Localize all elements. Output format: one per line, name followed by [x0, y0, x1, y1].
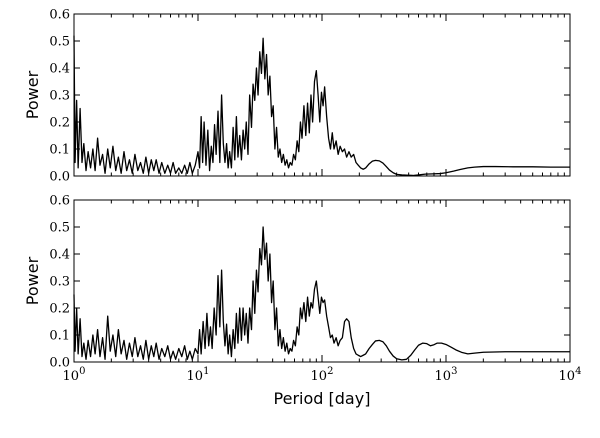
x-tick-label: 100	[63, 366, 86, 384]
x-tick-label: 101	[187, 366, 210, 384]
panel-1: 0.0 0.1 0.2 0.3 0.4 0.5 0.6 Power	[23, 8, 571, 185]
y-tick-label: 0.6	[49, 8, 70, 23]
y-tick-label: 0.2	[49, 302, 70, 317]
y-tick-label: 0.1	[49, 143, 70, 158]
y-tick-label: 0.2	[49, 116, 70, 131]
panel-1-series-line	[73, 35, 570, 177]
y-tick-label: 0.4	[49, 62, 70, 77]
panel-2-series-line	[73, 226, 570, 361]
y-tick-label: 0.5	[49, 35, 70, 50]
y-tick-label: 0.3	[49, 89, 70, 104]
y-tick-label: 0.3	[49, 275, 70, 290]
y-tick-label: 0.0	[49, 356, 70, 371]
y-tick-label: 0.6	[49, 194, 70, 209]
y-tick-label: 0.5	[49, 221, 70, 236]
panels-group: 0.00.10.20.30.40.50.6Power0.00.10.20.30.…	[23, 8, 581, 385]
x-tick-label: 104	[559, 366, 582, 384]
y-axis-title: Power	[23, 256, 42, 305]
x-axis-title: Period [day]	[274, 389, 371, 408]
panel-2-plot-frame	[73, 199, 571, 363]
y-axis-title: Power	[23, 70, 42, 119]
y-tick-label: 0.0	[49, 170, 70, 185]
panel-2: 0.0 0.1 0.2 0.3 0.4 0.5 0.6 100 101 102 103 104 Powe…	[23, 194, 581, 385]
x-tick-label: 103	[435, 366, 458, 384]
y-tick-label: 0.1	[49, 329, 70, 344]
x-tick-label: 102	[311, 366, 334, 384]
y-tick-label: 0.4	[49, 248, 70, 263]
